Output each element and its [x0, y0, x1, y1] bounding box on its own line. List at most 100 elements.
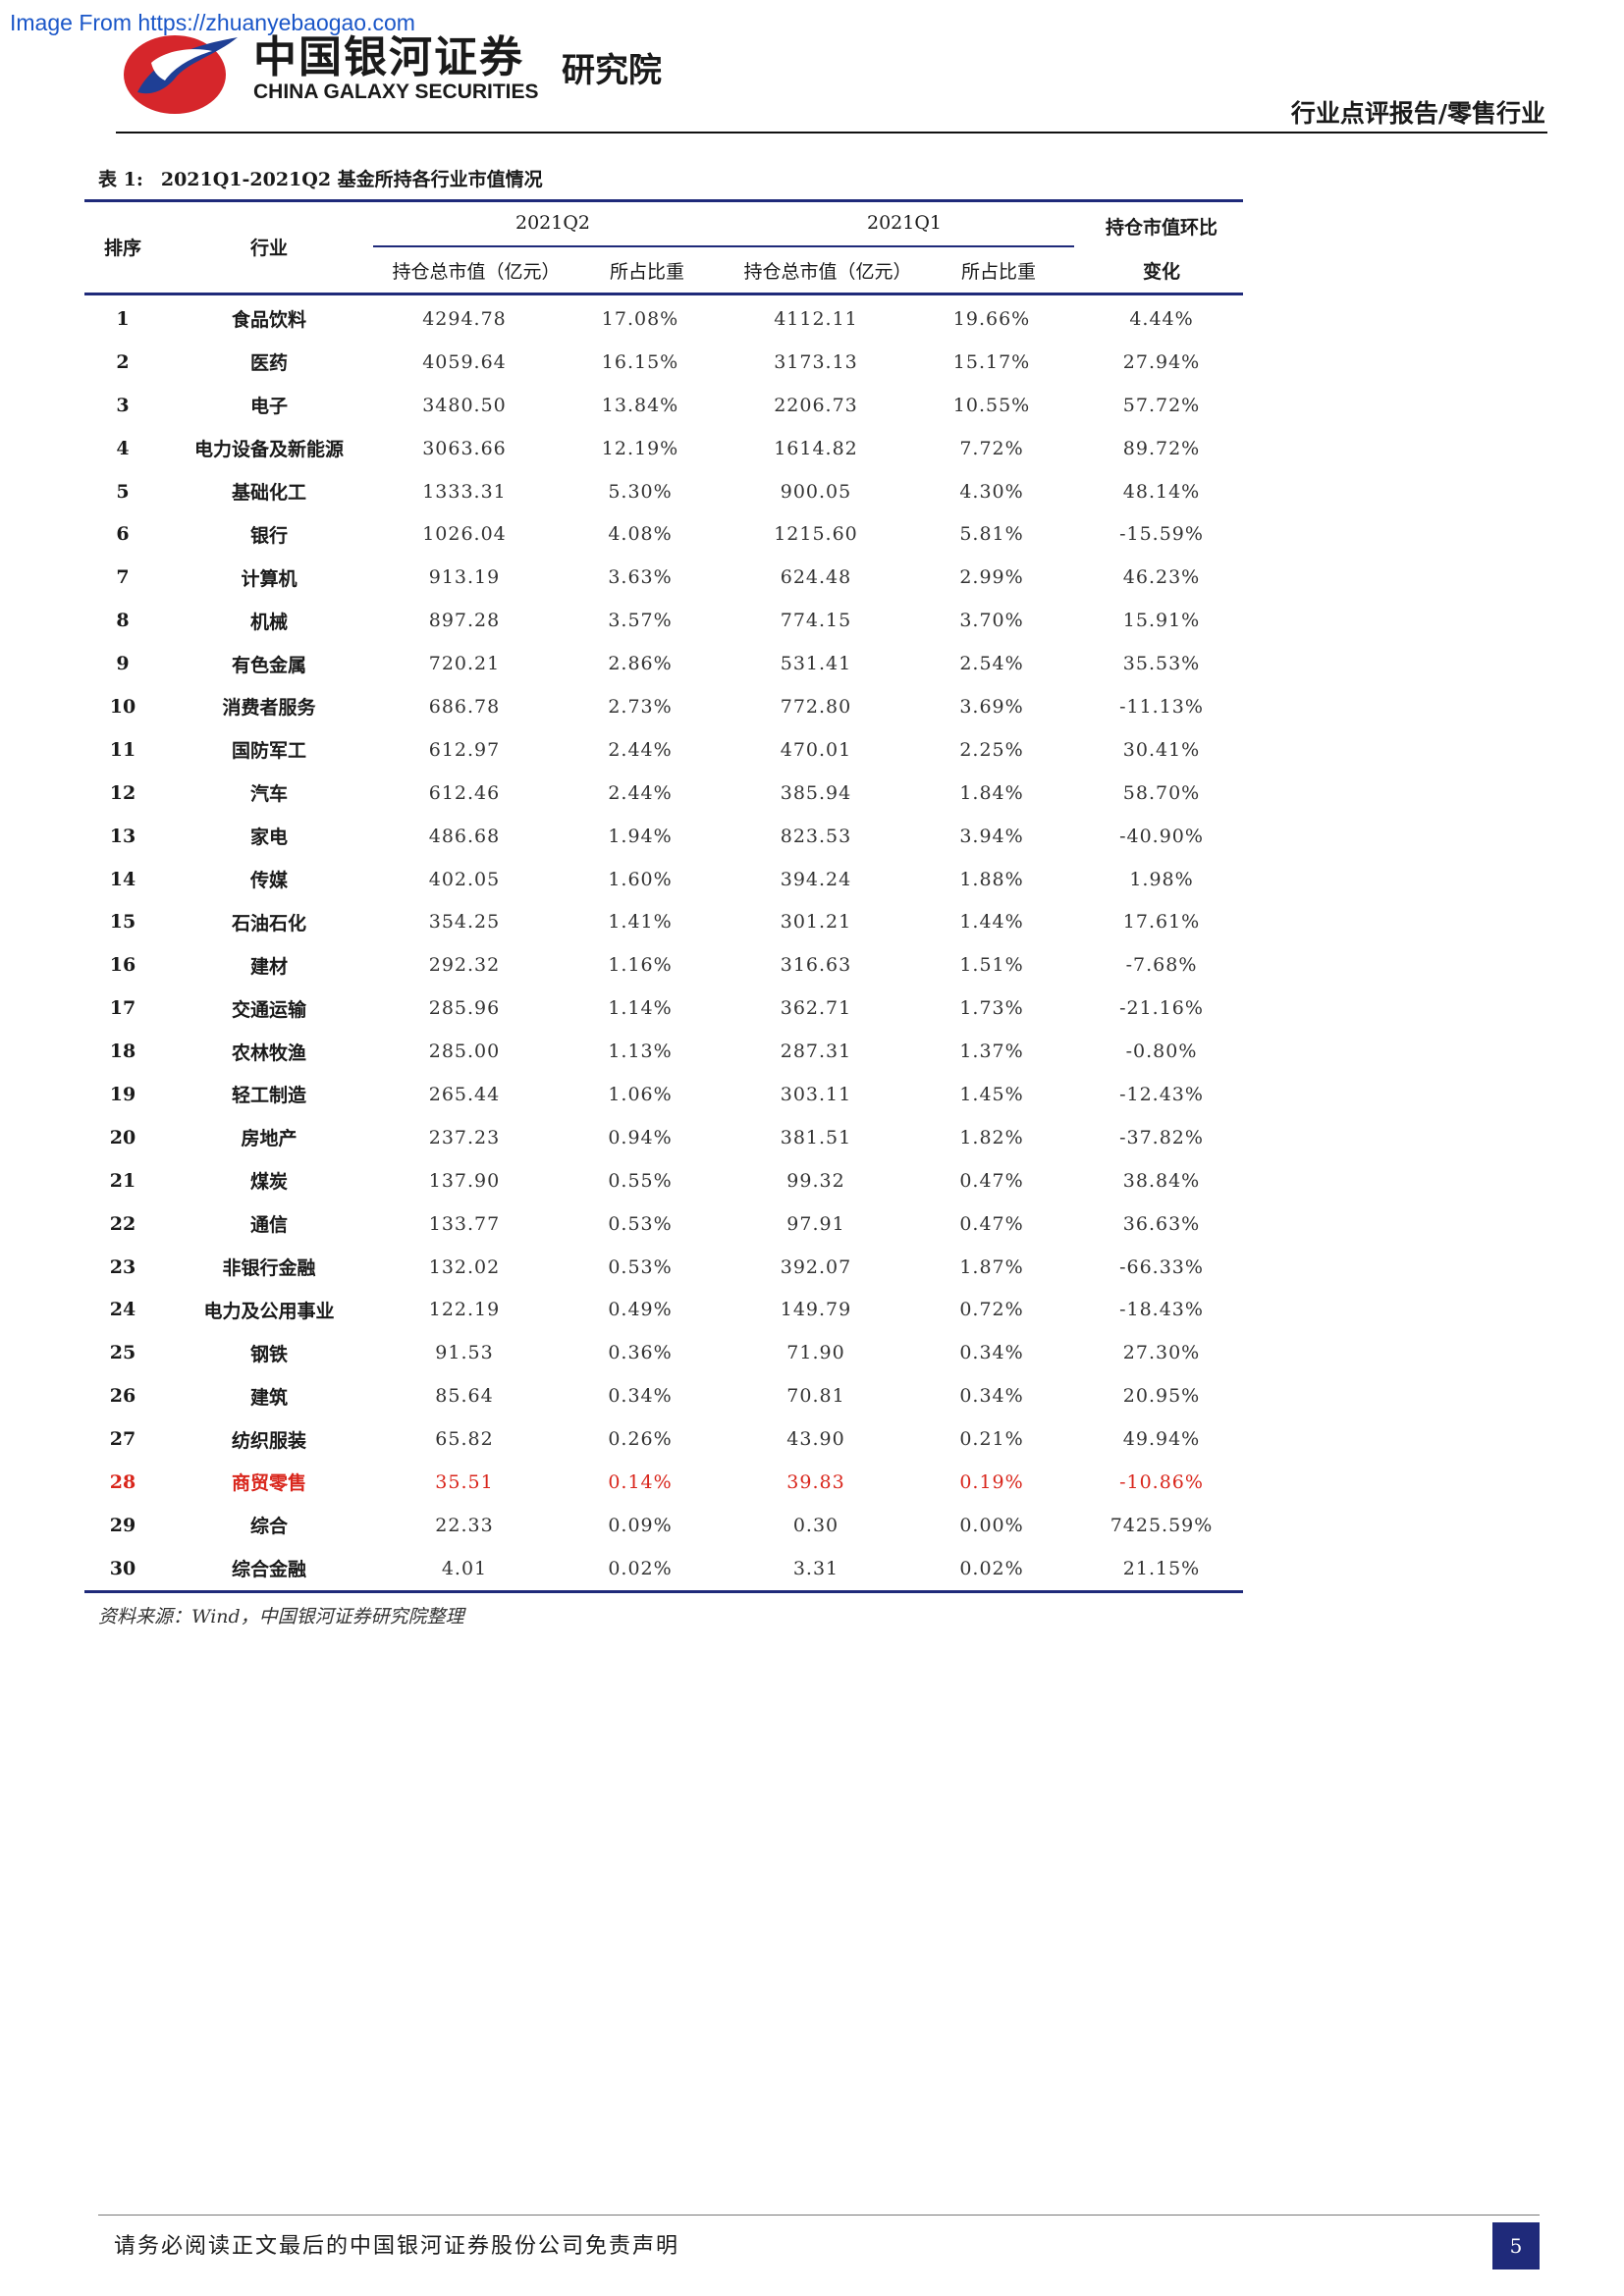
rank-cell: 13 [109, 825, 136, 847]
q2-share-cell: 5.30% [608, 480, 673, 503]
table-caption: 表 1: 2021Q1-2021Q2 基金所持各行业市值情况 [98, 165, 543, 191]
rank-cell: 24 [109, 1299, 136, 1321]
rank-cell: 5 [116, 480, 130, 503]
q1-share-cell: 10.55% [952, 394, 1031, 416]
table-bottom-rule [84, 1590, 1243, 1593]
header-q1-share: 所占比重 [960, 261, 1036, 283]
footer-divider [98, 2215, 1540, 2216]
industry-cell: 通信 [249, 1214, 288, 1237]
q1-value-cell: 149.79 [780, 1299, 852, 1321]
q2-value-cell: 237.23 [428, 1126, 501, 1148]
table-row: 13 家电 486.68 1.94% 823.53 3.94% -40.90% [84, 815, 1243, 858]
q2-share-cell: 4.08% [608, 523, 673, 546]
q2-share-cell: 1.41% [608, 911, 673, 934]
industry-cell: 交通运输 [231, 998, 306, 1021]
industry-cell: 煤炭 [249, 1171, 288, 1194]
change-cell: 27.30% [1122, 1342, 1201, 1364]
q1-value-cell: 774.15 [780, 610, 852, 632]
q2-share-cell: 3.57% [608, 610, 673, 632]
rank-cell: 18 [109, 1041, 136, 1063]
q2-value-cell: 354.25 [428, 911, 501, 934]
q2-value-cell: 3480.50 [422, 394, 507, 416]
rank-cell: 1 [116, 307, 130, 330]
industry-cell: 钢铁 [249, 1343, 288, 1365]
industry-cell: 食品饮料 [231, 309, 306, 332]
q2-share-cell: 2.73% [608, 695, 673, 718]
q2-share-cell: 0.36% [608, 1342, 673, 1364]
q2-share-cell: 0.94% [608, 1126, 673, 1148]
q1-value-cell: 0.30 [792, 1514, 839, 1536]
industry-cell: 机械 [249, 611, 288, 633]
table-body: 1 食品饮料 4294.78 17.08% 4112.11 19.66% 4.44% 2 医药 4… [84, 297, 1243, 1590]
q2-share-cell: 1.16% [608, 954, 673, 977]
q2-share-cell: 0.55% [608, 1169, 673, 1192]
q1-share-cell: 0.72% [959, 1299, 1024, 1321]
rank-cell: 15 [109, 911, 136, 934]
industry-cell: 石油石化 [231, 912, 306, 934]
change-cell: 4.44% [1129, 307, 1194, 330]
table-row: 25 钢铁 91.53 0.36% 71.90 0.34% 27.30% [84, 1331, 1243, 1374]
q2-value-cell: 65.82 [435, 1428, 494, 1451]
q1-share-cell: 15.17% [952, 350, 1031, 373]
q1-value-cell: 772.80 [780, 695, 852, 718]
table-row: 16 建材 292.32 1.16% 316.63 1.51% -7.68% [84, 943, 1243, 987]
fund-holdings-table: 1 食品饮料 4294.78 17.08% 4112.11 19.66% 4.44% 2 医药 4… [84, 297, 1243, 1590]
table-row: 22 通信 133.77 0.53% 97.91 0.47% 36.63% [84, 1202, 1243, 1246]
industry-cell: 电力设备及新能源 [193, 439, 344, 461]
logo-chinese-name: 中国银河证券 [253, 32, 524, 82]
q1-share-cell: 1.51% [959, 954, 1024, 977]
table-row: 10 消费者服务 686.78 2.73% 772.80 3.69% -11.13% [84, 685, 1243, 728]
change-cell: 49.94% [1122, 1428, 1201, 1451]
q2-share-cell: 1.06% [608, 1083, 673, 1105]
table-row: 30 综合金融 4.01 0.02% 3.31 0.02% 21.15% [84, 1547, 1243, 1590]
q2-value-cell: 897.28 [428, 610, 501, 632]
q2-value-cell: 285.96 [428, 997, 501, 1020]
q1-share-cell: 2.25% [959, 738, 1024, 761]
change-cell: 20.95% [1122, 1385, 1201, 1408]
q2-value-cell: 285.00 [428, 1041, 501, 1063]
q1-share-cell: 1.37% [959, 1041, 1024, 1063]
table-row: 3 电子 3480.50 13.84% 2206.73 10.55% 57.72% [84, 384, 1243, 427]
change-cell: -15.59% [1119, 523, 1204, 546]
table-row: 23 非银行金融 132.02 0.53% 392.07 1.87% -66.33% [84, 1246, 1243, 1289]
header-rank: 排序 [103, 238, 141, 259]
q2-value-cell: 265.44 [428, 1083, 501, 1105]
q2-share-cell: 0.09% [608, 1514, 673, 1536]
industry-cell: 建筑 [249, 1386, 288, 1409]
header-2021q1: 2021Q1 [866, 212, 943, 234]
industry-cell: 基础化工 [231, 482, 306, 504]
q2-share-cell: 0.49% [608, 1299, 673, 1321]
header-sub-rule [373, 245, 1074, 247]
q1-value-cell: 900.05 [780, 480, 852, 503]
change-cell: -7.68% [1125, 954, 1198, 977]
industry-cell: 电力及公用事业 [203, 1300, 335, 1322]
q2-value-cell: 686.78 [428, 695, 501, 718]
table-row: 4 电力设备及新能源 3063.66 12.19% 1614.82 7.72% 89.72% [84, 427, 1243, 470]
header-change-line1: 持仓市值环比 [1105, 217, 1218, 239]
q2-value-cell: 35.51 [435, 1470, 494, 1493]
table-label: 表 1: [98, 169, 143, 190]
rank-cell: 10 [109, 695, 136, 718]
watermark-link[interactable]: Image From https://zhuanyebaogao.com [10, 10, 415, 35]
header-2021q2: 2021Q2 [514, 212, 591, 234]
q1-value-cell: 287.31 [780, 1041, 852, 1063]
table-row: 7 计算机 913.19 3.63% 624.48 2.99% 46.23% [84, 556, 1243, 599]
change-cell: 17.61% [1122, 911, 1201, 934]
q1-share-cell: 0.47% [959, 1169, 1024, 1192]
table-row: 27 纺织服装 65.82 0.26% 43.90 0.21% 49.94% [84, 1417, 1243, 1461]
q1-value-cell: 303.11 [780, 1083, 852, 1105]
q2-share-cell: 0.53% [608, 1255, 673, 1278]
q1-value-cell: 385.94 [780, 781, 852, 804]
q1-value-cell: 39.83 [786, 1470, 845, 1493]
q1-value-cell: 381.51 [780, 1126, 852, 1148]
industry-cell: 非银行金融 [222, 1257, 316, 1280]
q2-value-cell: 913.19 [428, 566, 501, 589]
rank-cell: 12 [109, 781, 136, 804]
industry-cell: 综合 [249, 1516, 288, 1538]
change-cell: -0.80% [1125, 1041, 1198, 1063]
change-cell: -12.43% [1119, 1083, 1204, 1105]
q1-value-cell: 531.41 [780, 653, 852, 675]
rank-cell: 21 [109, 1169, 136, 1192]
q1-share-cell: 1.45% [959, 1083, 1024, 1105]
rank-cell: 9 [116, 653, 130, 675]
